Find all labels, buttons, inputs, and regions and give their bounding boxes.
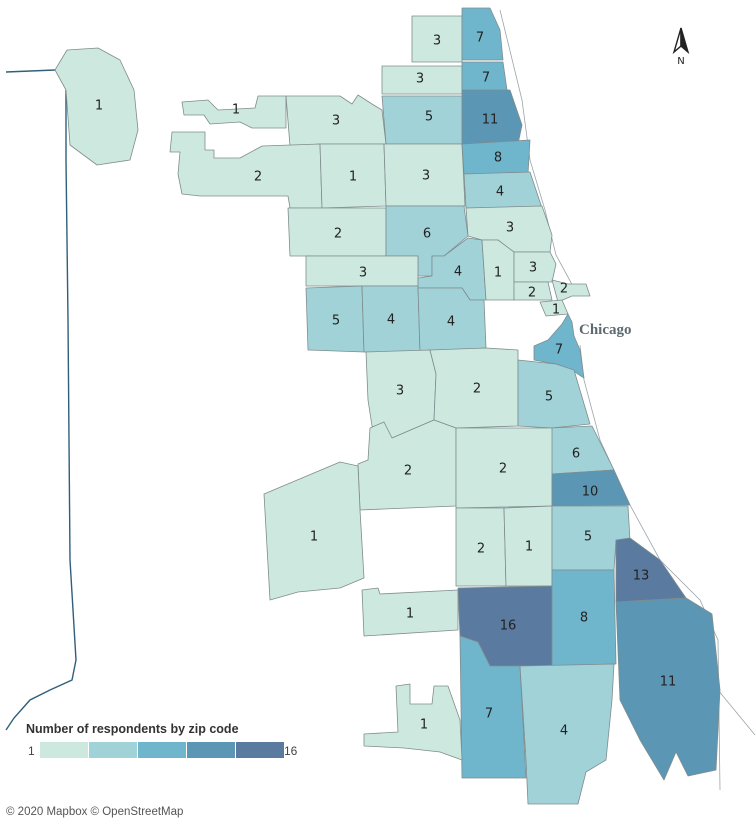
zip-count-label: 1 [310, 530, 318, 545]
zip-count-label: 6 [572, 447, 580, 462]
city-label-chicago: Chicago [579, 322, 632, 338]
zip-area [383, 143, 466, 207]
zip-area [54, 47, 139, 166]
zip-count-label: 5 [332, 314, 340, 329]
zip-area [519, 663, 615, 805]
zip-count-label: 1 [95, 99, 103, 114]
zip-count-label: 1 [525, 540, 533, 555]
zip-count-label: 3 [416, 72, 424, 87]
zip-area [551, 569, 617, 667]
zip-area [181, 95, 287, 129]
zip-count-label: 1 [552, 303, 560, 318]
zip-count-label: 11 [660, 675, 677, 690]
zip-area [381, 95, 463, 145]
zip-count-label: 2 [560, 282, 568, 297]
zip-count-label: 8 [580, 611, 588, 626]
zip-count-label: 2 [528, 286, 536, 301]
zip-area [615, 537, 687, 603]
legend-min: 1 [28, 744, 35, 758]
zip-count-label: 1 [349, 170, 357, 185]
zip-area [549, 425, 615, 475]
legend-swatch [187, 742, 236, 758]
zip-count-label: 16 [500, 619, 517, 634]
zip-count-label: 3 [359, 266, 367, 281]
zip-count-label: 8 [494, 151, 502, 166]
zip-count-label: 1 [406, 607, 414, 622]
zip-count-label: 2 [254, 170, 262, 185]
zip-count-label: 4 [496, 185, 504, 200]
zip-count-label: 7 [555, 343, 563, 358]
zip-area [461, 7, 504, 61]
zip-count-label: 2 [499, 462, 507, 477]
zip-area [363, 683, 463, 761]
legend-color-scale [40, 742, 285, 758]
zip-count-label: 4 [560, 724, 568, 739]
legend-swatch [40, 742, 89, 758]
zip-count-label: 13 [633, 569, 650, 584]
zip-area [551, 469, 631, 507]
legend-swatch [138, 742, 187, 758]
zip-count-label: 2 [334, 227, 342, 242]
zip-count-label: 5 [545, 390, 553, 405]
zip-area [517, 359, 591, 429]
north-arrow-icon: N [672, 27, 690, 66]
zip-count-label: 7 [476, 31, 484, 46]
zip-count-label: 10 [582, 485, 599, 500]
zip-count-label: 3 [396, 384, 404, 399]
zip-area [513, 281, 553, 301]
zip-area [615, 597, 721, 781]
zip-count-label: 6 [423, 227, 431, 242]
lake-shoreline [499, 9, 756, 791]
north-label: N [677, 56, 684, 66]
legend-max: 16 [284, 744, 298, 758]
zip-count-label: 4 [447, 315, 455, 330]
zip-count-label: 7 [482, 71, 490, 86]
zip-count-label: 3 [422, 169, 430, 184]
legend-swatch [236, 742, 285, 758]
city-boundary-line [5, 69, 77, 731]
zip-count-label: 3 [433, 34, 441, 49]
zip-count-label: 5 [425, 110, 433, 125]
zip-count-label: 7 [485, 707, 493, 722]
zip-count-label: 2 [477, 542, 485, 557]
zip-count-label: 5 [584, 530, 592, 545]
zip-count-label: 4 [454, 265, 462, 280]
zip-count-label: 1 [232, 103, 240, 118]
zip-count-label: 2 [404, 464, 412, 479]
zip-count-label: 3 [506, 221, 514, 236]
legend-title: Number of respondents by zip code [26, 722, 239, 736]
zip-count-label: 4 [387, 313, 395, 328]
zip-area [263, 461, 365, 601]
legend-swatch [89, 742, 138, 758]
zip-count-label: 2 [473, 382, 481, 397]
zip-area [461, 89, 523, 145]
zip-count-label: 3 [332, 114, 340, 129]
map-attribution: © 2020 Mapbox © OpenStreetMap [6, 806, 184, 818]
zip-count-label: 11 [482, 113, 499, 128]
zip-count-label: 1 [420, 718, 428, 733]
zip-area [429, 347, 519, 429]
zip-count-label: 3 [529, 261, 537, 276]
zip-count-label: 1 [494, 266, 502, 281]
zip-area [513, 251, 557, 283]
